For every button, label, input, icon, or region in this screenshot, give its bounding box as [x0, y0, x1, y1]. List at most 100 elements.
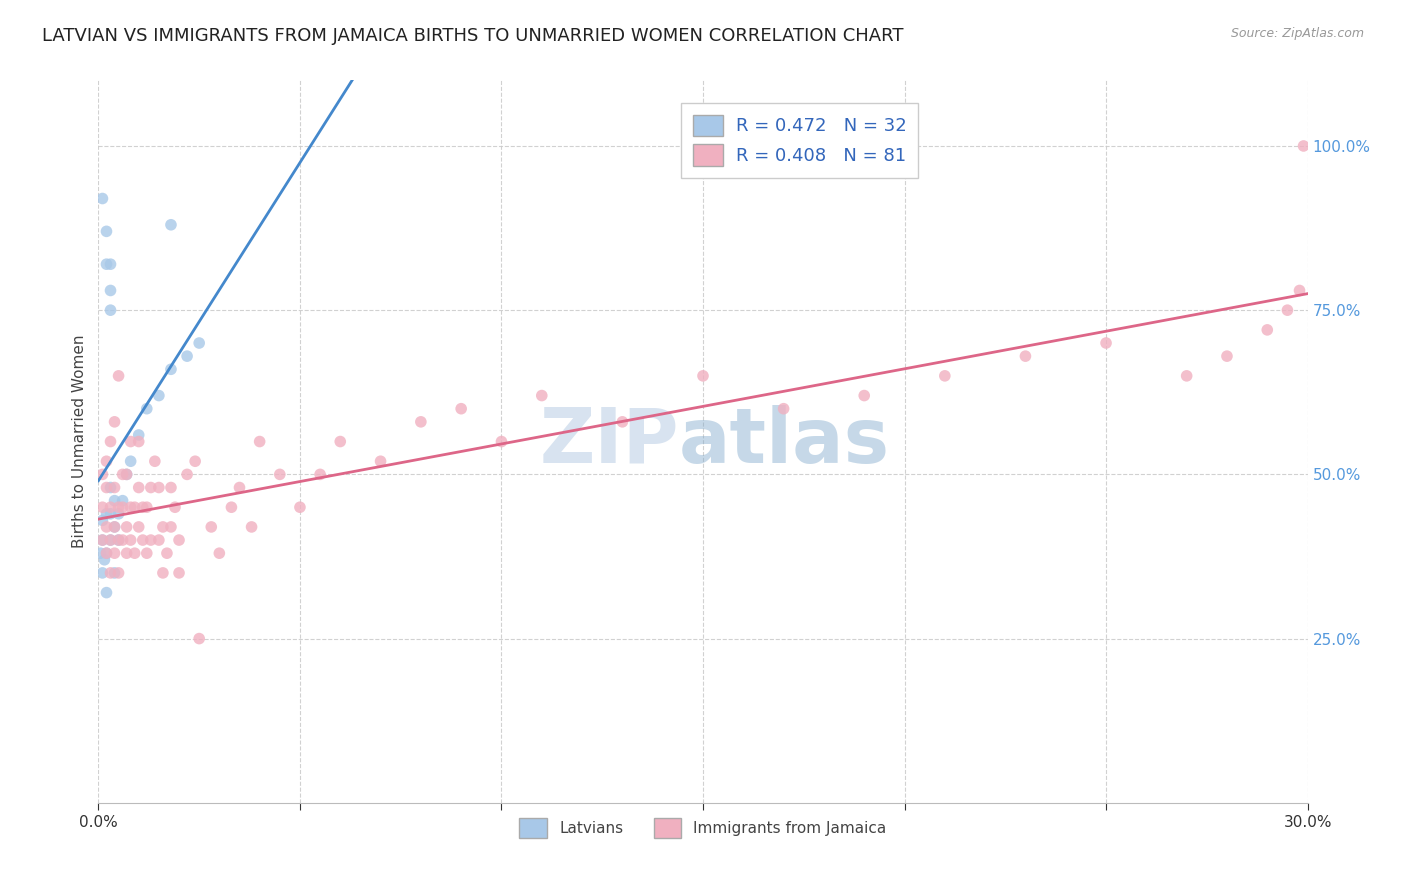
- Point: [1277, 303, 1299, 318]
- Point: [91, 192, 114, 206]
- Point: [107, 533, 129, 547]
- Point: [1175, 368, 1198, 383]
- Point: [91, 533, 114, 547]
- Point: [221, 500, 243, 515]
- Point: [120, 454, 142, 468]
- Text: LATVIAN VS IMMIGRANTS FROM JAMAICA BIRTHS TO UNMARRIED WOMEN CORRELATION CHART: LATVIAN VS IMMIGRANTS FROM JAMAICA BIRTH…: [42, 27, 904, 45]
- Point: [91, 467, 114, 482]
- Point: [103, 546, 125, 560]
- Point: [103, 493, 125, 508]
- Point: [160, 362, 183, 376]
- Point: [100, 257, 122, 271]
- Point: [329, 434, 352, 449]
- Point: [100, 500, 122, 515]
- Point: [96, 224, 118, 238]
- Point: [163, 500, 186, 515]
- Point: [135, 401, 157, 416]
- Point: [450, 401, 472, 416]
- Point: [1288, 284, 1310, 298]
- Point: [156, 546, 179, 560]
- Point: [176, 467, 198, 482]
- Point: [128, 428, 150, 442]
- Point: [115, 520, 138, 534]
- Point: [1292, 139, 1315, 153]
- Point: [91, 566, 114, 580]
- Point: [132, 533, 155, 547]
- Point: [1256, 323, 1278, 337]
- Point: [100, 434, 122, 449]
- Point: [107, 500, 129, 515]
- Text: ZIP: ZIP: [540, 405, 679, 478]
- Point: [184, 454, 207, 468]
- Point: [128, 520, 150, 534]
- Point: [530, 388, 553, 402]
- Point: [200, 520, 222, 534]
- Point: [160, 218, 183, 232]
- Point: [96, 257, 118, 271]
- Point: [148, 481, 170, 495]
- Point: [100, 533, 122, 547]
- Point: [124, 546, 146, 560]
- Point: [1095, 336, 1118, 351]
- Point: [93, 553, 115, 567]
- Point: [107, 533, 129, 547]
- Point: [208, 546, 231, 560]
- Point: [409, 415, 432, 429]
- Point: [91, 513, 114, 527]
- Point: [100, 566, 122, 580]
- Point: [853, 388, 876, 402]
- Point: [115, 467, 138, 482]
- Point: [772, 401, 794, 416]
- Point: [128, 481, 150, 495]
- Point: [148, 388, 170, 402]
- Point: [124, 500, 146, 515]
- Y-axis label: Births to Unmarried Women: Births to Unmarried Women: [72, 334, 87, 549]
- Point: [107, 507, 129, 521]
- Point: [228, 481, 250, 495]
- Point: [135, 546, 157, 560]
- Legend: Latvians, Immigrants from Jamaica: Latvians, Immigrants from Jamaica: [512, 811, 894, 846]
- Point: [115, 546, 138, 560]
- Point: [120, 533, 142, 547]
- Point: [96, 585, 118, 599]
- Point: [370, 454, 392, 468]
- Point: [111, 500, 134, 515]
- Point: [612, 415, 634, 429]
- Point: [128, 434, 150, 449]
- Point: [167, 533, 190, 547]
- Point: [96, 507, 118, 521]
- Point: [115, 467, 138, 482]
- Point: [100, 507, 122, 521]
- Point: [91, 533, 114, 547]
- Point: [100, 481, 122, 495]
- Point: [100, 533, 122, 547]
- Point: [96, 546, 118, 560]
- Point: [148, 533, 170, 547]
- Point: [107, 368, 129, 383]
- Point: [96, 454, 118, 468]
- Point: [288, 500, 311, 515]
- Point: [103, 520, 125, 534]
- Point: [152, 520, 174, 534]
- Point: [160, 520, 183, 534]
- Point: [188, 632, 211, 646]
- Point: [111, 533, 134, 547]
- Point: [1216, 349, 1239, 363]
- Point: [132, 500, 155, 515]
- Point: [139, 481, 162, 495]
- Point: [135, 500, 157, 515]
- Point: [89, 546, 111, 560]
- Point: [143, 454, 166, 468]
- Point: [96, 546, 118, 560]
- Point: [240, 520, 263, 534]
- Point: [176, 349, 198, 363]
- Point: [934, 368, 956, 383]
- Point: [1014, 349, 1036, 363]
- Point: [139, 533, 162, 547]
- Point: [103, 520, 125, 534]
- Point: [103, 566, 125, 580]
- Text: Source: ZipAtlas.com: Source: ZipAtlas.com: [1230, 27, 1364, 40]
- Point: [100, 303, 122, 318]
- Point: [152, 566, 174, 580]
- Point: [96, 481, 118, 495]
